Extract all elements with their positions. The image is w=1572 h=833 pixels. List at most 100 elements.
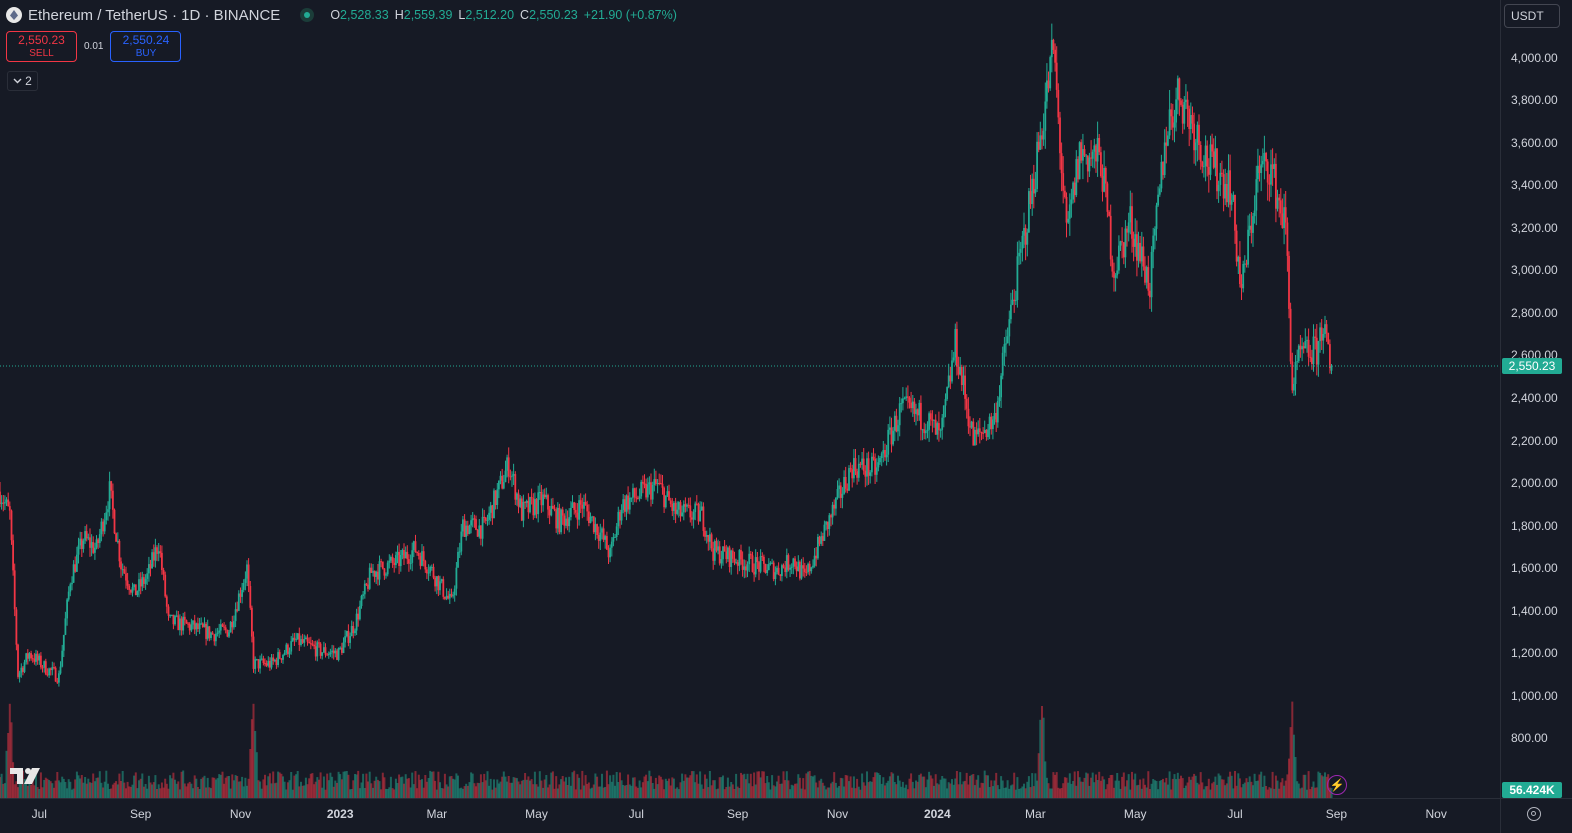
volume-bar bbox=[1194, 775, 1197, 798]
candle-body bbox=[817, 536, 819, 559]
volume-bar bbox=[601, 773, 603, 798]
volume-bar bbox=[409, 787, 412, 798]
volume-bar bbox=[836, 787, 839, 798]
volume-bar bbox=[77, 775, 80, 798]
candle-body bbox=[1075, 159, 1078, 196]
candle-body bbox=[764, 563, 767, 573]
candle-body bbox=[550, 505, 553, 516]
candle-body bbox=[359, 606, 361, 620]
candle-body bbox=[242, 583, 245, 590]
candle-body bbox=[334, 650, 337, 654]
candle-body bbox=[44, 661, 47, 675]
candle-body bbox=[996, 401, 999, 423]
candle-body bbox=[990, 416, 993, 429]
candle-body bbox=[663, 487, 665, 508]
lightning-icon[interactable]: ⚡ bbox=[1327, 775, 1347, 795]
candle-body bbox=[1163, 142, 1166, 175]
price-axis[interactable]: 800.00 1,000.00 1,200.00 1,400.00 1,600.00 1,… bbox=[1500, 0, 1572, 798]
candle-body bbox=[606, 536, 608, 550]
buy-button[interactable]: 2,550.24 BUY bbox=[110, 31, 182, 62]
volume-bar bbox=[869, 781, 872, 798]
candle-body bbox=[1116, 270, 1119, 276]
volume-bar bbox=[165, 783, 168, 798]
volume-bar bbox=[741, 774, 744, 798]
volume-bar bbox=[421, 779, 423, 798]
volume-bar bbox=[1103, 779, 1106, 798]
volume-bar bbox=[1178, 778, 1181, 798]
candle-body bbox=[511, 475, 513, 477]
volume-bar bbox=[144, 784, 147, 798]
chart-area[interactable]: Ethereum / TetherUS · 1D · BINANCE O2,52… bbox=[0, 0, 1500, 798]
candle-body bbox=[95, 539, 98, 548]
candle-body bbox=[241, 589, 243, 597]
volume-bar bbox=[779, 783, 782, 798]
volume-bar bbox=[1325, 776, 1328, 798]
candle-body bbox=[380, 561, 382, 563]
volume-bar bbox=[282, 776, 284, 798]
candle-body bbox=[538, 492, 541, 493]
candle-body bbox=[128, 585, 131, 590]
volume-bar bbox=[339, 774, 342, 798]
candle-body bbox=[74, 564, 77, 572]
price-tick-label: 1,200.00 bbox=[1511, 646, 1558, 661]
candle-body bbox=[746, 564, 749, 571]
volume-bar bbox=[610, 781, 613, 798]
volume-bar bbox=[228, 776, 230, 798]
candle-body bbox=[409, 562, 412, 564]
currency-selector[interactable]: USDT bbox=[1504, 4, 1560, 28]
candle-body bbox=[84, 531, 86, 541]
volume-bar bbox=[565, 777, 567, 798]
volume-bar bbox=[301, 785, 304, 798]
volume-bar bbox=[59, 782, 62, 798]
candle-body bbox=[928, 413, 930, 430]
volume-bar bbox=[196, 787, 199, 798]
tradingview-logo-icon[interactable] bbox=[10, 768, 44, 789]
candle-body bbox=[393, 562, 396, 565]
candle-body bbox=[49, 668, 52, 670]
volume-bar bbox=[977, 775, 980, 798]
candle-body bbox=[401, 550, 404, 555]
volume-bar bbox=[344, 771, 347, 798]
volume-bar bbox=[298, 786, 301, 798]
time-axis[interactable]: Jul Sep Nov 2023 Mar May Jul Sep Nov 2024 Mar May Ju… bbox=[0, 798, 1500, 833]
volume-bar bbox=[954, 778, 957, 798]
candle-body bbox=[36, 653, 39, 661]
volume-bar bbox=[102, 787, 105, 798]
candle-body bbox=[712, 548, 715, 561]
candle-body bbox=[25, 653, 28, 663]
sell-button[interactable]: 2,550.23 SELL bbox=[6, 31, 77, 62]
candle-body bbox=[839, 485, 842, 498]
candle-body bbox=[540, 492, 543, 506]
candle-body bbox=[792, 558, 795, 567]
candle-body bbox=[983, 429, 986, 434]
volume-bar bbox=[1284, 780, 1287, 798]
candle-body bbox=[584, 502, 587, 505]
volume-bar bbox=[919, 773, 922, 798]
candle-body bbox=[1250, 225, 1253, 233]
price-chart[interactable] bbox=[0, 0, 1500, 798]
volume-bar bbox=[558, 784, 561, 798]
symbol-title[interactable]: Ethereum / TetherUS · 1D · BINANCE bbox=[28, 6, 281, 24]
candle-body bbox=[1309, 356, 1312, 358]
candle-body bbox=[681, 512, 683, 516]
candle-body bbox=[1219, 172, 1222, 185]
volume-bar bbox=[414, 771, 417, 798]
volume-bar bbox=[203, 775, 206, 798]
volume-bar bbox=[1207, 778, 1210, 798]
candle-body bbox=[1325, 324, 1328, 333]
volume-bar bbox=[494, 787, 497, 798]
volume-bar bbox=[1324, 772, 1326, 798]
indicators-toggle[interactable]: 2 bbox=[7, 71, 38, 91]
candle-body bbox=[201, 623, 204, 628]
candle-body bbox=[828, 515, 831, 529]
volume-bar bbox=[331, 776, 334, 798]
settings-gear-icon[interactable] bbox=[1527, 807, 1541, 821]
candle-body bbox=[545, 495, 548, 498]
candle-body bbox=[4, 502, 6, 504]
candle-body bbox=[89, 537, 91, 548]
candle-body bbox=[1072, 182, 1074, 200]
sell-price: 2,550.23 bbox=[18, 32, 65, 47]
candle-body bbox=[488, 512, 490, 520]
symbol-logo-icon[interactable] bbox=[6, 7, 22, 23]
volume-bar bbox=[1261, 786, 1264, 798]
